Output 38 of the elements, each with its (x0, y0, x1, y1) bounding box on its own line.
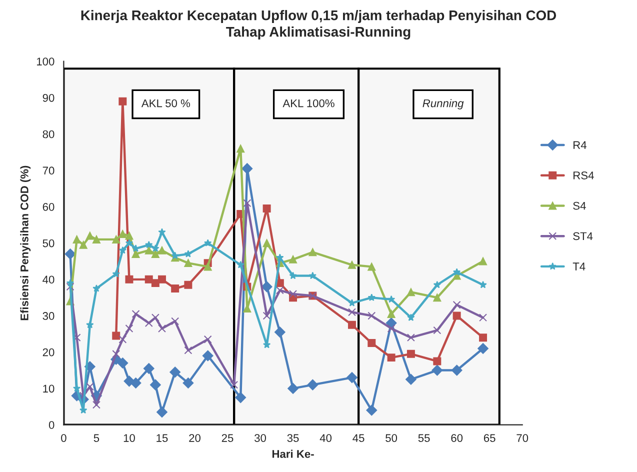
x-tick-label: 30 (254, 434, 266, 442)
x-tick-label: 5 (94, 434, 100, 442)
x-axis-title: Hari Ke- (272, 450, 314, 458)
x-tick-label: 20 (189, 434, 200, 442)
x-tick-label: 55 (418, 434, 430, 442)
legend-label: R4 (574, 141, 586, 149)
band-label: AKL 100% (282, 99, 334, 108)
legend-label: RS4 (574, 171, 594, 180)
chart-subtitle: Tahap Aklimatisasi-Running (226, 26, 410, 40)
x-tick-label: 45 (352, 434, 364, 442)
y-tick-label: 0 (48, 421, 54, 429)
x-tick-label: 25 (222, 434, 234, 442)
x-tick-label: 40 (320, 434, 332, 442)
y-tick-label: 70 (42, 166, 54, 175)
x-tick-label: 35 (287, 434, 299, 442)
legend-label: ST4 (573, 232, 593, 240)
y-tick-label: 100 (36, 58, 54, 66)
y-axis-title: Efisiensi Penyisihan COD (%) (20, 166, 31, 320)
x-tick-label: 60 (451, 434, 463, 442)
x-tick-label: 0 (61, 434, 66, 442)
y-tick-label: 40 (42, 276, 54, 284)
y-tick-label: 60 (42, 203, 54, 211)
x-tick-label: 50 (386, 434, 398, 442)
band-label: Running (422, 99, 464, 110)
x-tick-label: 10 (124, 434, 135, 442)
y-tick-label: 30 (42, 312, 54, 320)
y-tick-label: 90 (42, 94, 54, 102)
legend-label: S4 (573, 202, 586, 210)
y-tick-label: 50 (42, 239, 54, 248)
band-label: AKL 50 % (141, 99, 190, 108)
y-tick-label: 10 (43, 384, 54, 393)
y-tick-label: 20 (42, 348, 54, 356)
chart-title: Kinerja Reaktor Kecepatan Upflow 0,15 m/jam terhadap Penyisihan COD (81, 10, 556, 23)
x-tick-label: 70 (516, 434, 528, 442)
legend-label: T4 (572, 262, 586, 270)
x-tick-label: 65 (484, 434, 496, 442)
y-tick-label: 80 (42, 130, 54, 138)
x-tick-label: 15 (156, 434, 168, 442)
